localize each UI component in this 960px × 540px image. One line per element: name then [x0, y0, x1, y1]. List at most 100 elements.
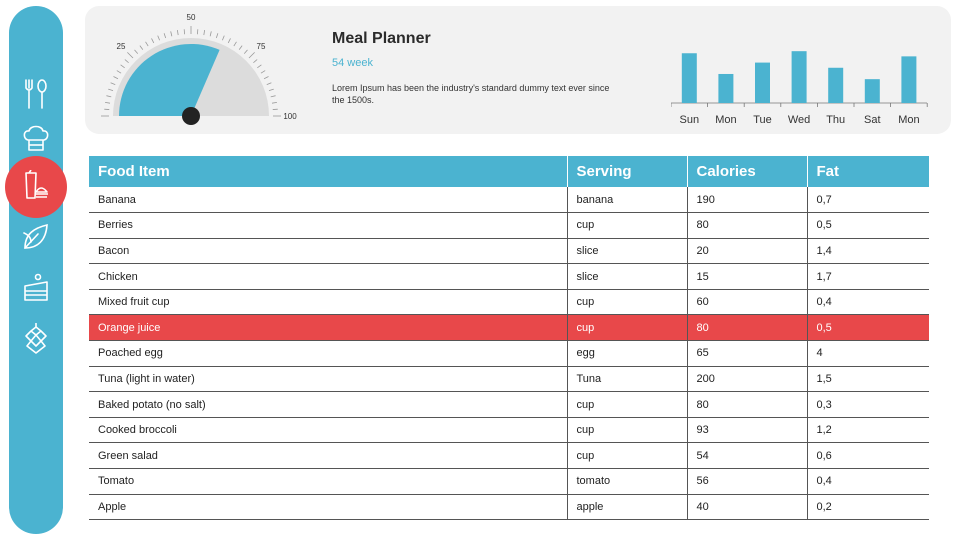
fork-spoon-icon	[25, 79, 47, 109]
table-row[interactable]: Mixed fruit cup cup 60 0,4	[89, 289, 929, 316]
gauge-tick	[227, 38, 231, 44]
gauge-tick	[215, 33, 219, 39]
serving-cell: tomato	[567, 468, 688, 495]
table-row[interactable]: Poached egg egg 65 4	[89, 340, 929, 367]
table-row[interactable]: Tomato tomato 56 0,4	[89, 468, 929, 495]
fat-cell: 0,4	[807, 289, 929, 316]
calories-cell: 20	[687, 238, 808, 265]
gauge-tick	[139, 45, 144, 50]
table-row[interactable]: Orange juice cup 80 0,5	[89, 314, 929, 342]
food-item-cell: Tuna (light in water)	[89, 366, 568, 393]
calories-cell: 93	[687, 417, 808, 444]
food-item-cell: Tomato	[89, 468, 568, 495]
gauge-tick	[116, 70, 122, 74]
gauge-tick	[233, 41, 237, 47]
serving-cell: egg	[567, 340, 688, 367]
column-header-serving[interactable]: Serving	[567, 156, 688, 187]
calories-cell: 56	[687, 468, 808, 495]
x-tick-label: Thu	[826, 114, 845, 126]
table-row[interactable]: Apple apple 40 0,2	[89, 494, 929, 521]
food-item-cell: Poached egg	[89, 340, 568, 367]
table-row[interactable]: Bacon slice 20 1,4	[89, 238, 929, 265]
sidebar-item-utensils[interactable]	[9, 72, 63, 116]
serving-cell: cup	[567, 391, 688, 418]
table-row[interactable]: Berries cup 80 0,5	[89, 212, 929, 239]
serving-cell: banana	[567, 187, 688, 214]
serving-cell: cup	[567, 289, 688, 316]
bar-sat	[864, 79, 880, 103]
gauge-tick	[270, 95, 276, 98]
gauge-tick	[203, 30, 206, 36]
hops-icon	[25, 323, 47, 354]
gauge-fill	[119, 43, 220, 116]
gauge-tick-label: 75	[257, 42, 266, 51]
gauge-tick	[163, 33, 167, 39]
table-row[interactable]: Chicken slice 15 1,7	[89, 263, 929, 290]
fat-cell: 1,4	[807, 238, 929, 265]
sidebar-item-leaf[interactable]	[9, 214, 63, 258]
x-tick-label: Mon	[898, 114, 919, 126]
gauge-tick	[157, 35, 160, 41]
gauge-tick	[253, 59, 258, 64]
table-header-row: Food Item Serving Calories Fat	[89, 156, 929, 187]
table-row[interactable]: Green salad cup 54 0,6	[89, 442, 929, 470]
fat-cell: 0,4	[807, 468, 929, 495]
food-item-cell: Orange juice	[89, 314, 568, 342]
gauge-tick	[260, 70, 266, 74]
table-row[interactable]: Banana banana 190 0,7	[89, 187, 929, 214]
chef-hat-icon	[23, 125, 49, 151]
bar-tue	[755, 62, 770, 103]
x-tick-label: Sat	[864, 114, 881, 126]
fat-cell: 0,6	[807, 442, 929, 470]
summary-panel: 0 25 50 75 100 Meal Planner 54 week Lore…	[85, 6, 951, 134]
gauge-tick	[120, 64, 125, 69]
food-item-cell: Apple	[89, 494, 568, 521]
page-title: Meal Planner	[332, 30, 431, 47]
serving-cell: Tuna	[567, 366, 688, 393]
bar-mon	[718, 73, 734, 103]
bar-sun	[681, 53, 697, 103]
sidebar-item-drinks-active[interactable]	[5, 156, 67, 218]
bar-thu	[828, 67, 844, 103]
gauge-tick-label: 50	[187, 13, 196, 22]
fat-cell: 0,5	[807, 212, 929, 239]
gauge-tick	[106, 95, 112, 98]
sidebar-item-chef[interactable]	[9, 116, 63, 160]
drink-burger-icon	[25, 170, 48, 199]
gauge-tick	[222, 35, 225, 41]
gauge-tick	[238, 45, 243, 50]
fat-cell: 0,7	[807, 187, 929, 214]
x-tick-label: Wed	[788, 114, 810, 126]
bar-wed	[791, 51, 807, 103]
calories-cell: 60	[687, 289, 808, 316]
gauge-tick	[105, 101, 111, 104]
sidebar-item-cake[interactable]	[9, 266, 63, 310]
column-header-fat[interactable]: Fat	[807, 156, 929, 187]
calories-cell: 80	[687, 314, 808, 342]
calories-cell: 65	[687, 340, 808, 367]
gauge-tick	[257, 64, 262, 69]
gauge-tick	[108, 88, 114, 92]
gauge-tick	[243, 49, 248, 54]
fat-cell: 0,2	[807, 494, 929, 521]
fat-cell: 1,7	[807, 263, 929, 290]
table-row[interactable]: Baked potato (no salt) cup 80 0,3	[89, 391, 929, 418]
gauge-tick	[209, 31, 212, 37]
table-row[interactable]: Tuna (light in water) Tuna 200 1,5	[89, 366, 929, 393]
food-item-cell: Bacon	[89, 238, 568, 265]
column-header-food-item[interactable]: Food Item	[89, 156, 568, 187]
sidebar-item-hops[interactable]	[9, 316, 63, 360]
serving-cell: cup	[567, 212, 688, 239]
gauge-hub	[182, 107, 200, 125]
calories-cell: 80	[687, 212, 808, 239]
serving-cell: cup	[567, 314, 688, 342]
gauge-ticks	[101, 26, 281, 117]
serving-cell: cup	[567, 442, 688, 470]
gauge-tick	[127, 52, 134, 59]
gauge-tick	[170, 31, 173, 37]
gauge-tick	[110, 82, 116, 85]
table-row[interactable]: Cooked broccoli cup 93 1,2	[89, 417, 929, 444]
calories-cell: 80	[687, 391, 808, 418]
column-header-calories[interactable]: Calories	[687, 156, 808, 187]
food-item-cell: Cooked broccoli	[89, 417, 568, 444]
